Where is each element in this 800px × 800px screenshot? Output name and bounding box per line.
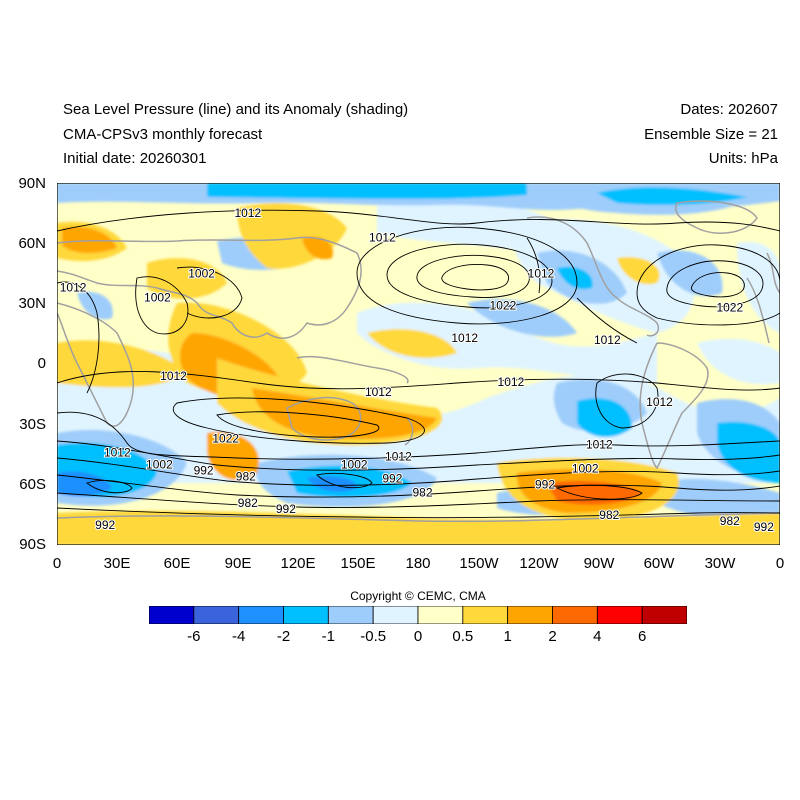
forecast-dates: Dates: 202607 xyxy=(680,101,778,118)
lat-label-60n: 60N xyxy=(18,235,46,252)
lat-label-60s: 60S xyxy=(19,476,46,493)
colorbar xyxy=(149,606,687,624)
lon-label-90w: 90W xyxy=(583,555,615,572)
colorbar-swatch xyxy=(149,606,195,624)
lon-label-60w: 60W xyxy=(643,555,675,572)
colorbar-tick-label: 4 xyxy=(593,628,602,645)
colorbar-tick-label: -6 xyxy=(187,628,201,645)
contour-label: 1002 xyxy=(144,291,171,305)
contour-label: 992 xyxy=(535,478,555,492)
colorbar-tick-label: -0.5 xyxy=(360,628,387,645)
contour-label: 1012 xyxy=(160,369,187,383)
lon-label-150w: 150W xyxy=(459,555,499,572)
contour-label: 1002 xyxy=(188,267,215,281)
units-label: Units: hPa xyxy=(708,150,778,167)
colorbar-swatch xyxy=(507,606,553,624)
colorbar-tick-label: 2 xyxy=(548,628,557,645)
contour-label: 1012 xyxy=(104,446,131,460)
contour-label: 1002 xyxy=(572,462,599,476)
contour-label: 1012 xyxy=(586,437,613,451)
ensemble-size: Ensemble Size = 21 xyxy=(644,126,778,143)
lon-label-120e: 120E xyxy=(280,555,316,572)
contour-label: 1012 xyxy=(365,385,392,399)
copyright-text: Copyright © CEMC, CMA xyxy=(350,589,486,603)
lat-label-90s: 90S xyxy=(19,536,46,553)
lon-label-150e: 150E xyxy=(340,555,376,572)
contour-label: 982 xyxy=(236,470,256,484)
colorbar-tick-label: -1 xyxy=(321,628,335,645)
colorbar-tick-label: 0.5 xyxy=(452,628,474,645)
contour-label: 1022 xyxy=(716,301,743,315)
lat-label-30s: 30S xyxy=(19,416,46,433)
contour-label: 992 xyxy=(95,518,115,532)
contour-label: 1012 xyxy=(646,395,673,409)
initial-date: Initial date: 20260301 xyxy=(63,150,207,167)
lat-label-90n: 90N xyxy=(18,175,46,192)
colorbar-tick-label: 6 xyxy=(638,628,647,645)
contour-label: 982 xyxy=(238,496,258,510)
contour-label: 1012 xyxy=(451,331,478,345)
contour-label: 1002 xyxy=(341,458,368,472)
slp-contours xyxy=(57,209,780,519)
contour-label: 992 xyxy=(382,472,402,486)
colorbar-swatch xyxy=(238,606,284,624)
colorbar-tick-label: 1 xyxy=(503,628,512,645)
colorbar-swatch xyxy=(596,606,643,624)
contour-label: 1012 xyxy=(60,281,87,295)
contour-label: 1012 xyxy=(369,230,396,244)
lon-label-360: 0 xyxy=(775,555,785,572)
contour-label: 992 xyxy=(754,520,774,534)
contour-label: 1012 xyxy=(385,450,412,464)
contour-label: 982 xyxy=(412,486,432,500)
colorbar-tick-label: -4 xyxy=(232,628,246,645)
lon-label-30e: 30E xyxy=(103,555,131,572)
contour-label: 1022 xyxy=(490,299,517,313)
contour-label: 992 xyxy=(194,464,214,478)
contour-label: 1012 xyxy=(528,267,555,281)
map-title: Sea Level Pressure (line) and its Anomal… xyxy=(63,101,409,118)
colorbar-swatch xyxy=(462,606,509,624)
lon-label-120w: 120W xyxy=(519,555,559,572)
lat-label-30n: 30N xyxy=(18,295,46,312)
colorbar-tick-label: -2 xyxy=(276,628,291,645)
colorbar-swatch xyxy=(193,606,240,624)
lon-label-90e: 90E xyxy=(224,555,252,572)
contour-label: 982 xyxy=(720,514,740,528)
contour-label: 982 xyxy=(599,508,619,522)
contour-label: 1002 xyxy=(146,458,173,472)
lon-label-180: 180 xyxy=(405,555,431,572)
contour-label: 1022 xyxy=(212,431,239,445)
lat-label-eq: 0 xyxy=(37,355,46,372)
coastlines xyxy=(57,200,780,523)
colorbar-swatch xyxy=(641,606,687,624)
colorbar-swatch xyxy=(283,606,329,624)
contour-label: 1012 xyxy=(594,333,621,347)
colorbar-swatch xyxy=(327,606,374,624)
lon-label-60e: 60E xyxy=(163,555,191,572)
colorbar-swatch xyxy=(552,606,598,624)
colorbar-swatch xyxy=(372,606,419,624)
contour-label-layer: 1012 1012 1012 1002 1002 1012 1022 1012 1022 1012… xyxy=(59,205,775,535)
model-name: CMA-CPSv3 monthly forecast xyxy=(63,126,263,143)
contour-label: 1012 xyxy=(234,206,261,220)
colorbar-swatch xyxy=(417,606,464,624)
pressure-anomaly-map: 1012 1012 1012 1002 1002 1012 1022 1012 1022 1012… xyxy=(57,183,780,545)
contour-label: 1012 xyxy=(498,375,525,389)
anomaly-shading xyxy=(57,183,780,545)
contour-label: 992 xyxy=(276,502,296,516)
lon-label-0: 0 xyxy=(52,555,62,572)
colorbar-tick-label: 0 xyxy=(413,628,423,645)
lon-label-30w: 30W xyxy=(704,555,736,572)
